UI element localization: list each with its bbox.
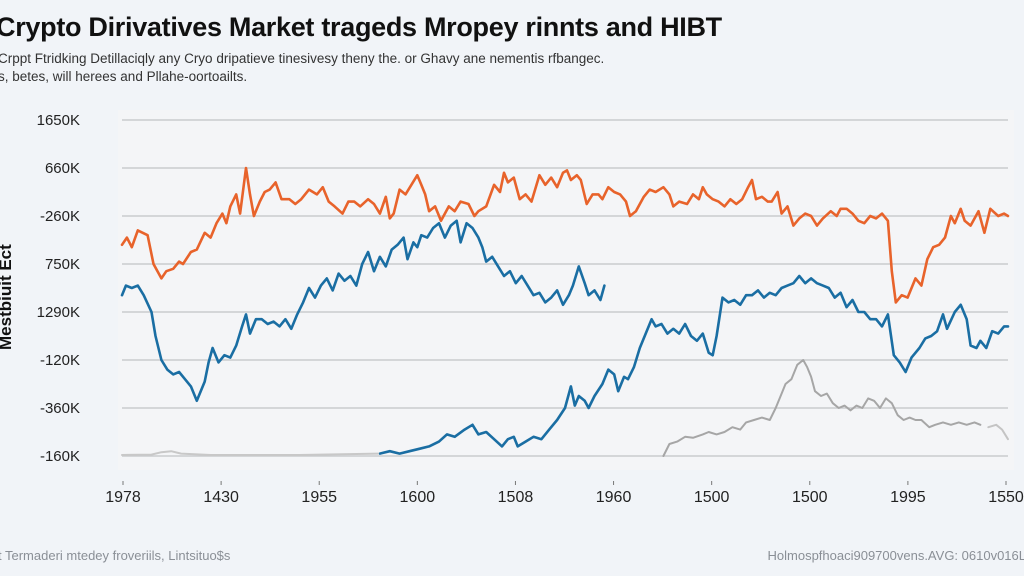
series-lines xyxy=(120,166,1010,457)
y-tick-label: -120K xyxy=(40,352,80,369)
x-tick-label: 1955 xyxy=(301,489,337,506)
y-tick-label: 1650K xyxy=(37,112,80,129)
footer-source-left: t Termaderi mtedey froveriils, Lintsituo… xyxy=(0,548,231,563)
x-tick-label: 1508 xyxy=(498,489,534,506)
x-tick-label: 1995 xyxy=(890,489,926,506)
x-axis-ticks: 1978 1430 1955 1600 1508 1960 1500 1500 1995 1550 xyxy=(105,481,1024,506)
x-tick-label: 1500 xyxy=(694,489,730,506)
y-tick-label: -360K xyxy=(40,400,80,417)
y-axis-ticks: 1650K 660K -260K 750K 1290K -120K -360K -160K xyxy=(37,112,80,465)
y-tick-label: 750K xyxy=(45,256,80,273)
chart-subtitle: Crppt Ftridking Detillaciqly any Cryo dr… xyxy=(0,50,604,86)
series-line-gray-tail xyxy=(987,423,1009,441)
y-tick-label: -160K xyxy=(40,448,80,465)
series-line-blue xyxy=(120,219,606,403)
x-tick-label: 1600 xyxy=(400,489,436,506)
series-line-orange xyxy=(120,166,1010,304)
x-tick-label: 1978 xyxy=(105,489,141,506)
x-tick-label: 1430 xyxy=(203,489,239,506)
subtitle-line-2: s, betes, will herees and Pllahe-oortoai… xyxy=(0,69,248,84)
x-tick-label: 1960 xyxy=(596,489,632,506)
series-line-blue-lower xyxy=(378,274,1010,455)
series-line-gray xyxy=(662,359,982,457)
subtitle-line-1: Crppt Ftridking Detillaciqly any Cryo dr… xyxy=(0,51,605,66)
chart-title: Crypto Dirivatives Market trageds Mropey… xyxy=(0,12,722,42)
footer-source-right: Holmospfhoaci909700vens.AVG: 0610v016L xyxy=(767,548,1024,563)
x-tick-label: 1500 xyxy=(792,489,828,506)
series-line-gray-early xyxy=(121,450,379,456)
x-tick-label: 1550 xyxy=(988,489,1024,506)
y-tick-label: 1290K xyxy=(37,304,80,321)
y-tick-label: -260K xyxy=(40,208,80,225)
y-tick-label: 660K xyxy=(45,160,80,177)
